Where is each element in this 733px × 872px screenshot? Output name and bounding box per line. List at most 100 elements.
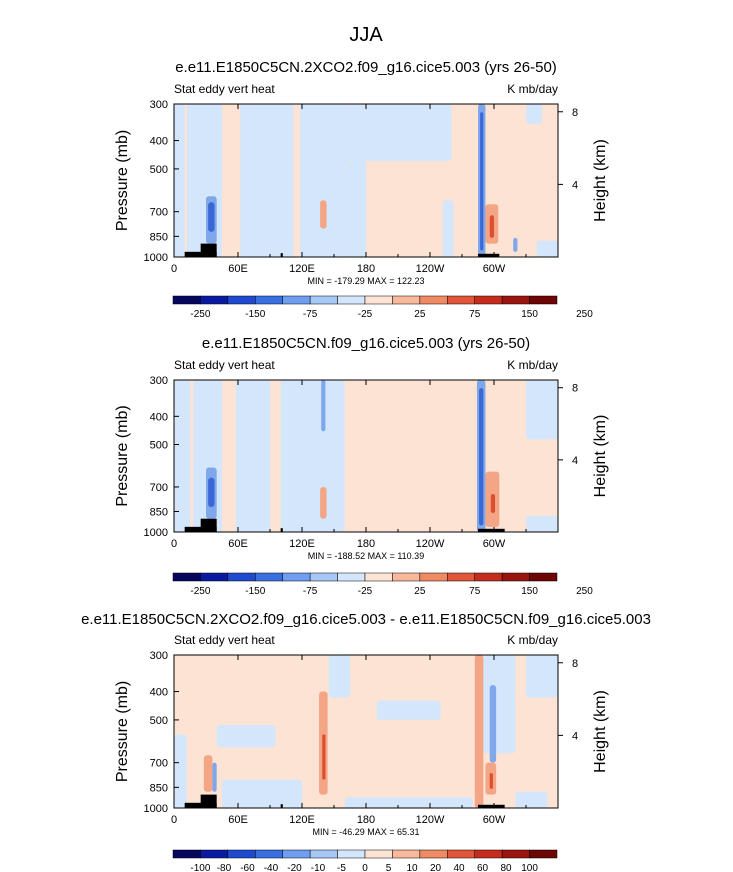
y-tick-label: 300 (150, 375, 168, 387)
y-tick-label: 700 (150, 482, 168, 494)
x-tick-label: 120E (289, 538, 315, 550)
contour-region-neg3 (208, 202, 215, 232)
colorbar-swatch (529, 572, 558, 582)
y-tick-label: 700 (150, 207, 168, 219)
colorbar-label: -20 (287, 863, 302, 872)
colorbar-swatch (419, 572, 448, 582)
colorbar-label: 250 (576, 309, 593, 320)
x-tick-label: 120W (416, 814, 445, 826)
colorbar-swatch (200, 849, 229, 859)
colorbar-swatch (282, 572, 311, 582)
colorbar-swatch (255, 572, 283, 582)
colorbar-swatch (419, 849, 448, 859)
contour-region-neg1 (240, 104, 294, 257)
colorbar-label: 40 (453, 863, 465, 872)
colorbar-swatch (474, 572, 503, 582)
contour-region-neg1 (174, 104, 185, 257)
y2-tick-label: 8 (572, 107, 578, 119)
min-max-text: MIN = -46.29 MAX = 65.31 (312, 827, 419, 837)
y-axis-label: Pressure (mb) (114, 681, 131, 782)
x-tick-label: 0 (171, 814, 177, 826)
colorbar-swatch (227, 295, 256, 305)
y-tick-label: 1000 (144, 527, 168, 539)
contour-region-neg1 (483, 655, 516, 754)
colorbar-label: 5 (386, 863, 392, 872)
y-tick-label: 300 (150, 99, 168, 111)
contour-region-pos3 (489, 773, 493, 789)
colorbar-swatch (282, 849, 311, 859)
x-tick-label: 120W (416, 538, 445, 550)
contour-region-pos1 (174, 655, 558, 808)
colorbar-swatch (392, 572, 421, 582)
units-label: K mb/day (507, 633, 558, 647)
colorbar-label: 250 (576, 586, 593, 597)
x-tick-label: 180 (357, 263, 375, 275)
y2-axis-label: Height (km) (592, 415, 609, 498)
colorbar-label: 60 (477, 863, 489, 872)
colorbar-label: 150 (521, 309, 538, 320)
variable-label: Stat eddy vert heat (174, 633, 275, 647)
chart-panel-3: e.e11.E1850C5CN.2XCO2.f09_g16.cice5.003 … (81, 611, 651, 872)
contour-region-neg1 (222, 779, 302, 808)
contour-region-neg1 (350, 161, 366, 257)
colorbar-swatch (529, 849, 558, 859)
contour-region-neg1 (299, 104, 350, 257)
colorbar-label: 10 (406, 863, 418, 872)
colorbar-label: 80 (500, 863, 512, 872)
x-tick-label: 60W (483, 538, 506, 550)
colorbar-swatch (337, 295, 366, 305)
colorbar-label: 20 (430, 863, 442, 872)
colorbar: -250 -150 -75 -25 25 75 150 250 (172, 572, 593, 597)
land-mask (200, 243, 217, 257)
colorbar-label: -75 (303, 309, 318, 320)
contour-region-pos2 (474, 655, 484, 808)
contour-region-pos3 (322, 734, 326, 780)
colorbar-label: -5 (337, 863, 346, 872)
contour-region-neg1 (344, 797, 473, 808)
y-axis-label: Pressure (mb) (114, 405, 131, 506)
y-tick-label: 1000 (144, 252, 168, 264)
x-tick-label: 60E (228, 814, 248, 826)
min-max-text: MIN = -179.29 MAX = 122.23 (307, 276, 424, 286)
colorbar-swatch (255, 295, 283, 305)
colorbar-label: -10 (311, 863, 326, 872)
y2-tick-label: 8 (572, 383, 578, 395)
colorbar-label: -150 (245, 309, 265, 320)
y-tick-label: 400 (150, 411, 168, 423)
y-tick-label: 500 (150, 715, 168, 727)
colorbar-label: 25 (414, 309, 426, 320)
contour-region-neg2 (212, 762, 217, 792)
figure-title: JJA (349, 24, 383, 46)
colorbar-label: 25 (414, 586, 426, 597)
colorbar-swatch (200, 295, 229, 305)
land-mask (280, 253, 283, 257)
y2-tick-label: 8 (572, 658, 578, 670)
colorbar-swatch (200, 572, 229, 582)
colorbar-label: -40 (264, 863, 279, 872)
min-max-text: MIN = -188.52 MAX = 110.39 (308, 551, 424, 561)
colorbar-swatch (529, 295, 558, 305)
x-tick-label: 180 (357, 538, 375, 550)
x-tick-label: 0 (171, 538, 177, 550)
colorbar-swatch (501, 295, 530, 305)
colorbar-swatch (392, 295, 421, 305)
x-tick-label: 60W (483, 263, 506, 275)
y-tick-label: 400 (150, 687, 168, 699)
contour-region-neg1 (442, 200, 454, 257)
colorbar-label: -25 (358, 586, 373, 597)
x-tick-label: 60E (228, 538, 248, 550)
contour-region-neg1 (328, 655, 350, 698)
land-mask (478, 804, 505, 808)
panel-title: e.e11.E1850C5CN.2XCO2.f09_g16.cice5.003 … (175, 59, 557, 76)
colorbar-label: 75 (469, 309, 481, 320)
contour-region-neg1 (526, 515, 558, 532)
x-tick-label: 120W (416, 263, 445, 275)
y-tick-label: 1000 (144, 803, 168, 815)
contour-region-neg1 (174, 380, 190, 532)
colorbar-swatch (447, 295, 475, 305)
colorbar-swatch (172, 572, 201, 582)
y-tick-label: 850 (150, 782, 168, 794)
y2-axis-label: Height (km) (592, 139, 609, 222)
colorbar-swatch (474, 849, 503, 859)
contour-region-neg1 (216, 724, 276, 748)
